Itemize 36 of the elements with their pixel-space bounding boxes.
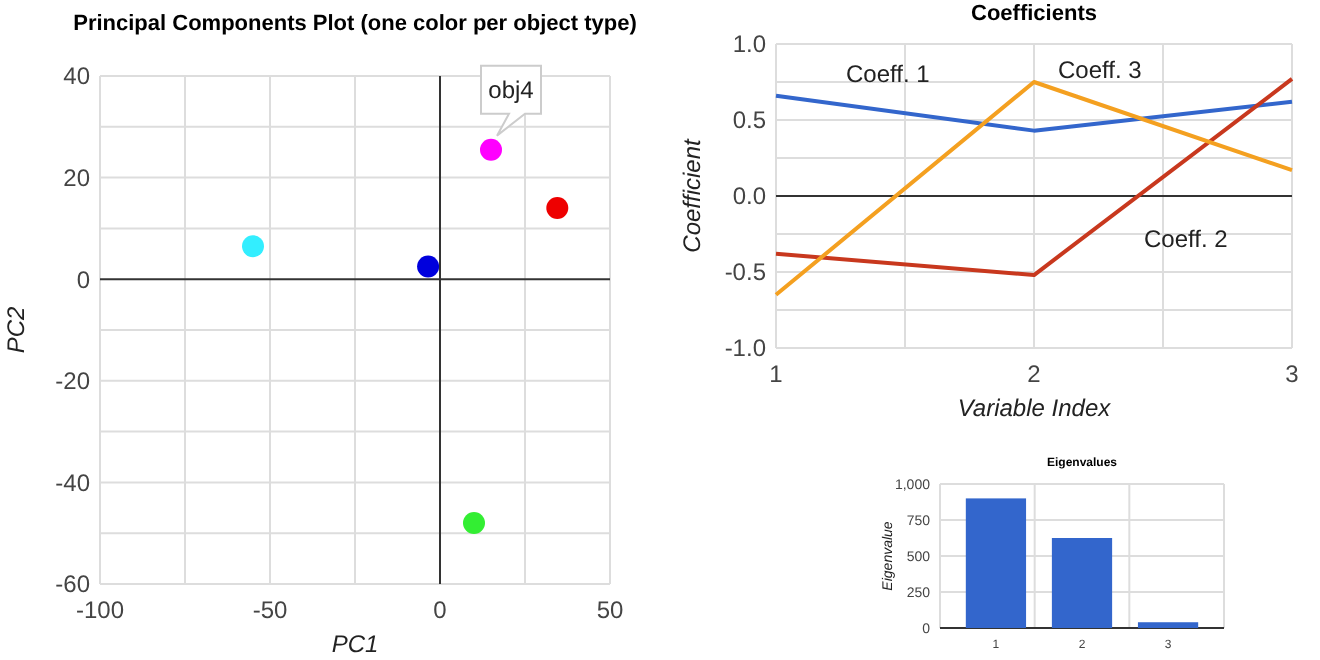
x-tick-label: -50 (252, 596, 288, 624)
bar (1137, 622, 1199, 628)
x-axis-title: PC1 (331, 630, 379, 658)
point (242, 235, 264, 258)
series-label: Coeff. 1 (846, 59, 931, 88)
x-tick-label: 50 (596, 596, 624, 624)
x-axis-title: Variable Index (957, 394, 1113, 422)
x-tick-label: -100 (75, 596, 125, 624)
y-tick-label: 0.0 (732, 182, 767, 211)
point (463, 512, 485, 535)
series-label: Coeff. 3 (1058, 56, 1143, 84)
point (546, 197, 569, 220)
y-tick-label: 0 (76, 265, 91, 294)
point (480, 138, 502, 161)
annotation: obj4 (488, 75, 535, 104)
chart-title: Principal Components Plot (one color per object type) (73, 12, 638, 36)
y-tick-label: -0.5 (724, 258, 767, 287)
x-tick-label: 3 (1285, 360, 1300, 388)
x-tick-label: 1 (769, 360, 784, 388)
x-tick-label: 2 (1027, 360, 1042, 388)
y-tick-label: -1.0 (724, 334, 767, 363)
y-tick-label: -60 (55, 570, 91, 599)
bar (965, 498, 1027, 628)
point (417, 255, 440, 278)
x-tick-label: 0 (433, 596, 448, 624)
bar (1051, 538, 1113, 628)
y-tick-label: 1.0 (732, 30, 767, 59)
chart-title: Coefficients (971, 2, 1097, 26)
y-tick-label: 0.5 (732, 106, 767, 135)
y-tick-label: -20 (55, 367, 91, 396)
y-axis-title: PC2 (2, 306, 30, 354)
y-tick-label: 20 (63, 164, 91, 192)
y-tick-label: 40 (63, 62, 91, 91)
y-axis-title: Coefficient (678, 137, 706, 253)
series-label: Coeff. 2 (1144, 225, 1229, 254)
y-tick-label: -40 (55, 468, 91, 497)
